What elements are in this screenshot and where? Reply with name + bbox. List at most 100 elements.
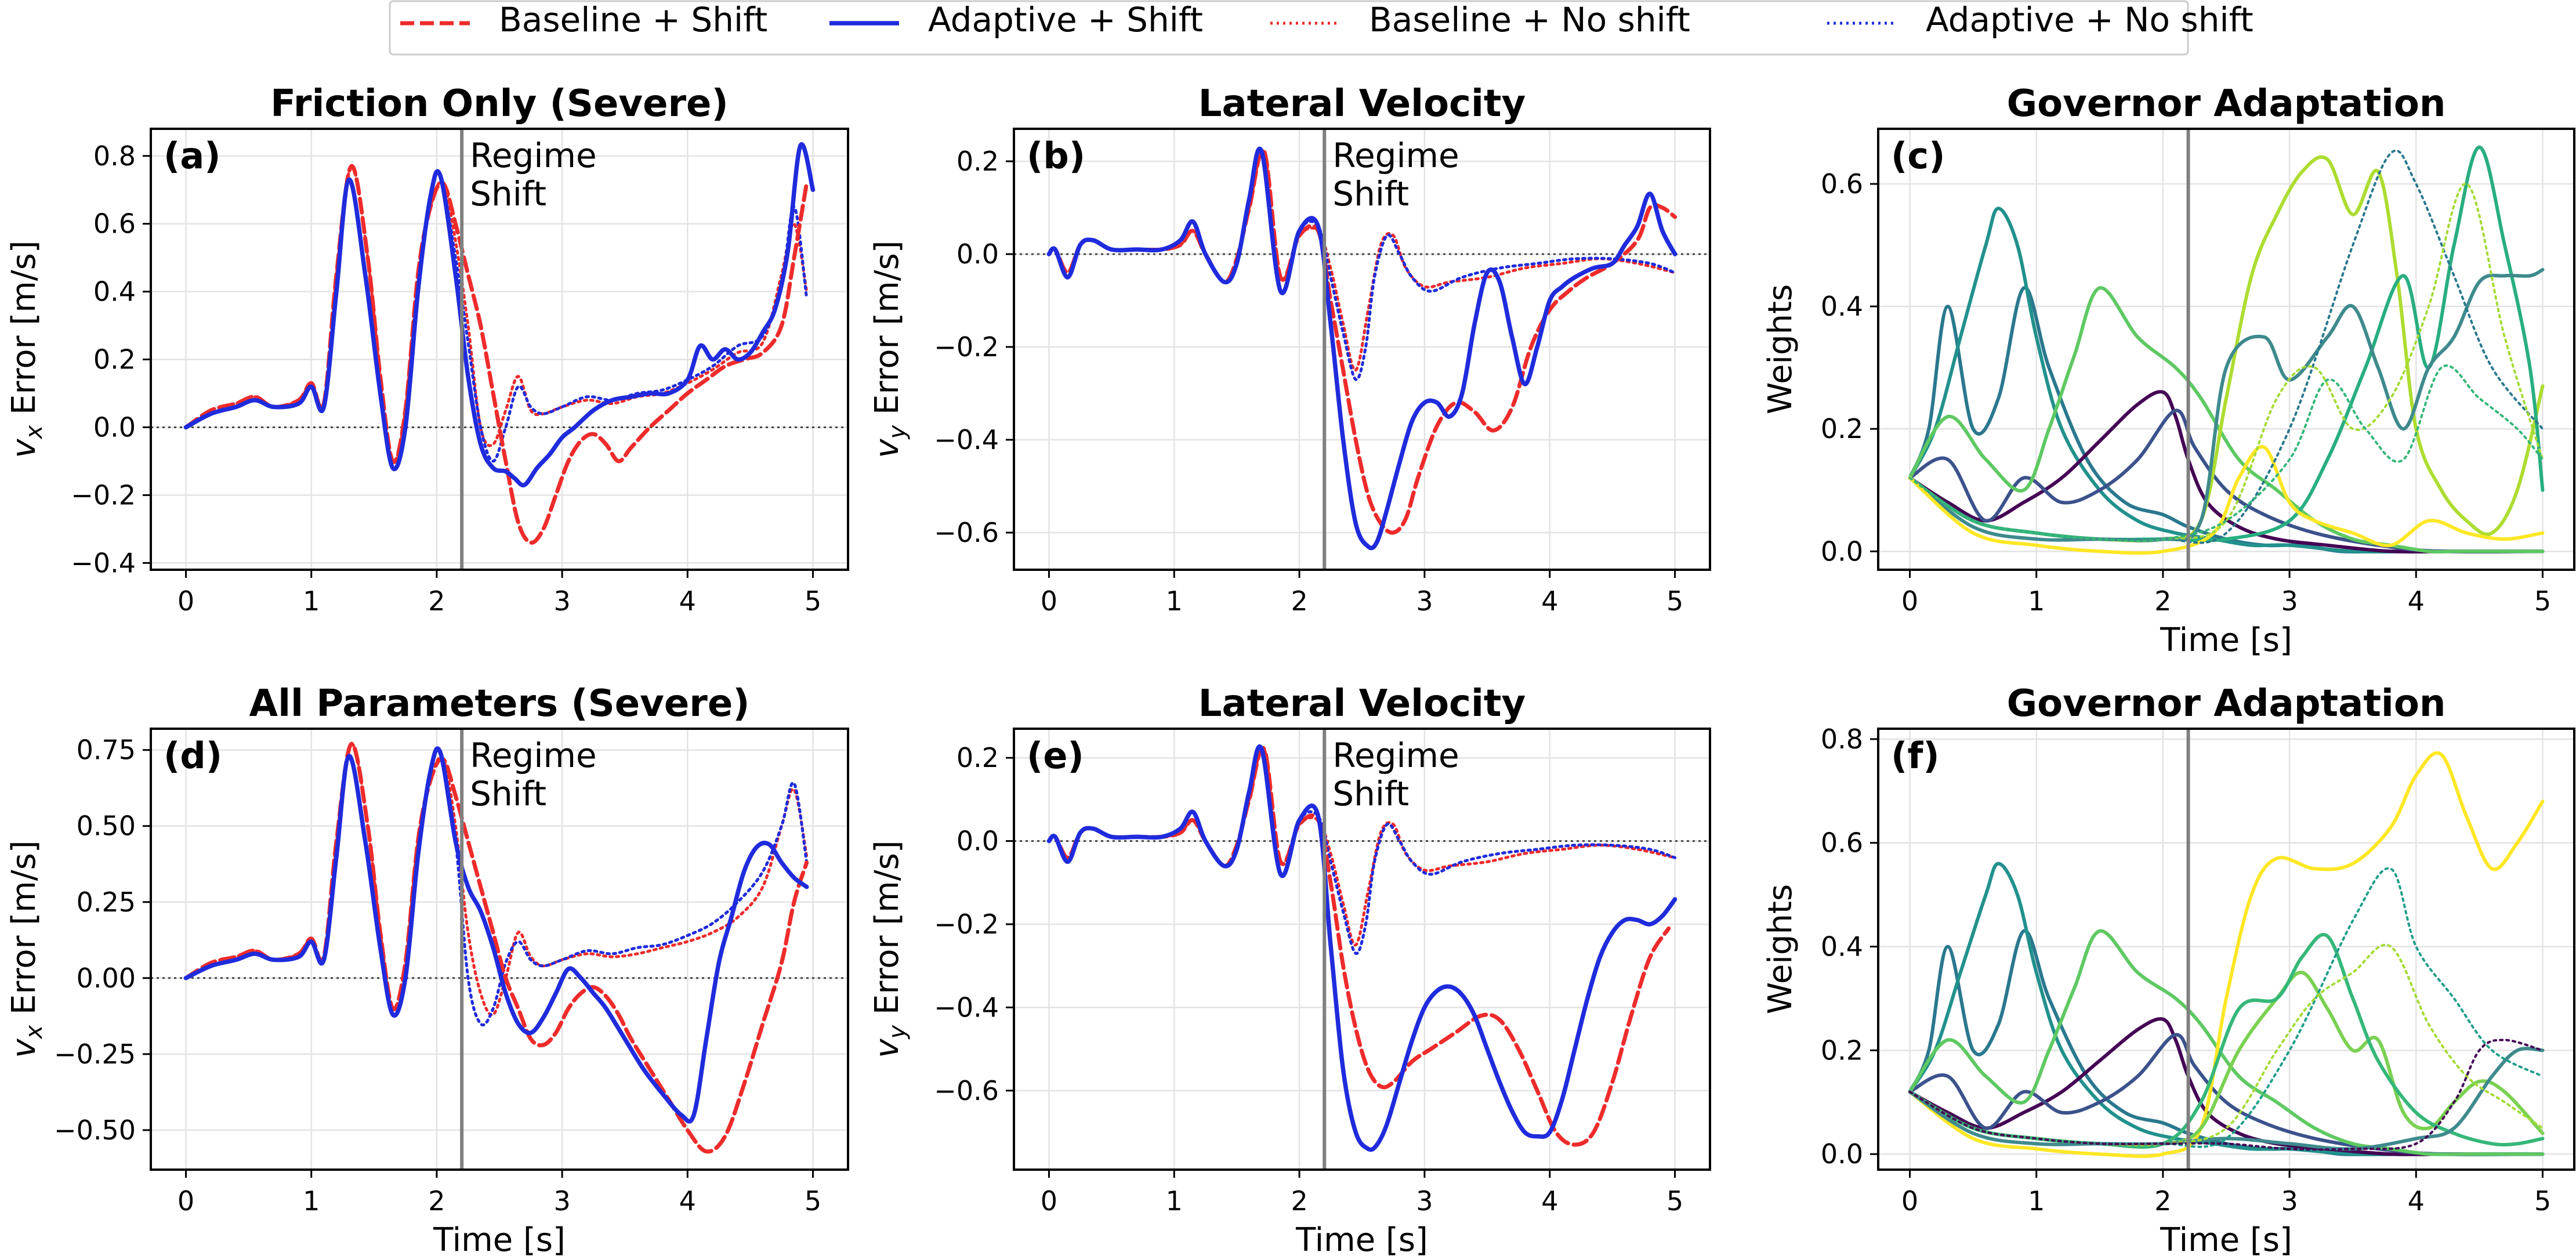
y-tick-label: 0.2 [957, 742, 999, 773]
x-axis-label: Time [s] [2160, 621, 2292, 659]
legend-label-1: Adaptive + Shift [928, 0, 1203, 39]
legend: Baseline + Shift Adaptive + Shift Baseline… [389, 0, 2253, 56]
x-tick-label: 5 [1666, 1185, 1683, 1217]
x-tick-label: 5 [2534, 585, 2551, 617]
series-group [1046, 744, 1678, 1152]
series-line-adaptive-shift [1046, 146, 1678, 551]
y-tick-label: −0.2 [934, 909, 999, 940]
x-tick-label: 0 [1901, 1185, 1918, 1217]
y-tick-label: 0.0 [93, 411, 136, 443]
x-tick-label: 4 [1541, 585, 1558, 617]
y-tick-label: 0.8 [1821, 723, 1863, 755]
regime-shift-label: Shift [1332, 174, 1409, 214]
legend-frame [389, 0, 2189, 56]
y-axis-label-symbol: v [868, 1039, 906, 1058]
y-axis-label: Weights [1762, 884, 1799, 1014]
series-group [183, 741, 809, 1154]
y-tick-label: 0.0 [1821, 1138, 1863, 1170]
y-tick-label: 0.0 [957, 238, 999, 270]
panel-title: Lateral Velocity [1198, 682, 1526, 725]
legend-label-3: Adaptive + No shift [1926, 0, 2253, 39]
y-axis-label-subscript: x [21, 1025, 48, 1040]
x-tick-label: 4 [2408, 585, 2425, 617]
y-axis-label-text: Error [m/s] [868, 240, 906, 425]
series-group [183, 142, 816, 545]
y-axis-label: vy Error [m/s] [868, 840, 911, 1058]
x-tick-label: 3 [553, 585, 570, 617]
regime-shift-label: Regime [470, 136, 596, 175]
y-axis-label-text: Error [m/s] [5, 240, 43, 425]
legend-label-2: Baseline + No shift [1369, 0, 1690, 39]
x-tick-label: 1 [2028, 585, 2045, 617]
x-tick-label: 4 [679, 1185, 696, 1217]
panel-tag: (c) [1891, 135, 1945, 177]
y-axis-label: vx Error [m/s] [5, 840, 48, 1058]
panel-tag: (b) [1027, 135, 1085, 177]
series-group [1908, 751, 2545, 1158]
x-tick-label: 2 [428, 1185, 445, 1217]
series-line-adaptive-shift [1046, 744, 1678, 1152]
series-line-w6 [1908, 751, 2545, 1158]
y-tick-label: 0.4 [93, 276, 136, 307]
series-line-adaptive-shift [183, 142, 816, 487]
plot-frame [150, 128, 849, 571]
regime-shift-label: Shift [1332, 774, 1409, 813]
x-tick-label: 0 [1041, 1185, 1057, 1217]
y-tick-label: −0.4 [934, 992, 999, 1023]
y-tick-label: −0.2 [934, 331, 999, 363]
series-line-w5 [1908, 286, 2545, 554]
x-tick-label: 2 [2154, 585, 2171, 617]
regime-shift-label: Regime [470, 736, 596, 775]
x-tick-label: 5 [2534, 1185, 2551, 1217]
y-axis-label: vy Error [m/s] [868, 240, 911, 458]
y-tick-label: 0.75 [77, 735, 136, 766]
regime-shift-label: Shift [470, 774, 546, 813]
panel-title: Governor Adaptation [2007, 682, 2446, 725]
series-line-w8 [1908, 267, 2545, 542]
x-tick-label: 4 [679, 585, 696, 617]
panel-title: All Parameters (Severe) [249, 682, 750, 725]
x-tick-label: 3 [1416, 585, 1433, 617]
y-axis-label-subscript: x [21, 425, 48, 440]
x-tick-label: 3 [2281, 1185, 2298, 1217]
y-axis-label: Weights [1762, 284, 1799, 414]
series-line-w12 [1908, 364, 2544, 542]
y-tick-label: 0.2 [957, 146, 999, 177]
x-tick-label: 3 [553, 1185, 570, 1217]
series-group [1046, 146, 1678, 551]
x-tick-label: 2 [1291, 1185, 1307, 1217]
series-line-w3 [1908, 1017, 2545, 1156]
x-tick-label: 0 [177, 1185, 194, 1217]
series-line-w8 [1908, 933, 2545, 1149]
panel-c: 0 1 2 3 4 5 0.0 0.2 0.4 0.6 Governor Adaptation (c)… [1762, 82, 2575, 659]
y-tick-label: 0.00 [77, 963, 136, 994]
panel-tag: (d) [164, 735, 222, 777]
x-tick-label: 5 [805, 1185, 821, 1217]
panel-tag: (e) [1027, 735, 1084, 777]
x-tick-label: 0 [177, 585, 194, 617]
y-axis-label-text: Error [m/s] [868, 840, 906, 1025]
x-tick-label: 3 [1416, 1185, 1433, 1217]
y-tick-label: 0.2 [93, 344, 136, 375]
y-axis-label-symbol: v [868, 439, 906, 458]
panel-f: 0 1 2 3 4 5 0.0 0.2 0.4 0.6 0.8 Governor Adaptation… [1762, 682, 2575, 1259]
x-axis-label: Time [s] [433, 1221, 566, 1259]
panel-tag: (f) [1891, 735, 1940, 777]
x-tick-label: 4 [2408, 1185, 2425, 1217]
y-tick-label: 0.6 [1821, 168, 1863, 200]
x-tick-label: 2 [428, 585, 445, 617]
legend-label-0: Baseline + Shift [499, 0, 767, 39]
x-tick-label: 5 [1666, 585, 1683, 617]
y-axis-label: vx Error [m/s] [5, 240, 48, 458]
series-line-baseline-shift [184, 164, 809, 545]
plot-frame [150, 728, 849, 1171]
y-tick-label: −0.4 [71, 547, 136, 578]
y-tick-label: 0.2 [1821, 1034, 1863, 1066]
series-line-w11 [1908, 943, 2544, 1146]
regime-shift-label: Regime [1332, 736, 1459, 775]
series-line-adaptive-no-shift [184, 171, 809, 471]
